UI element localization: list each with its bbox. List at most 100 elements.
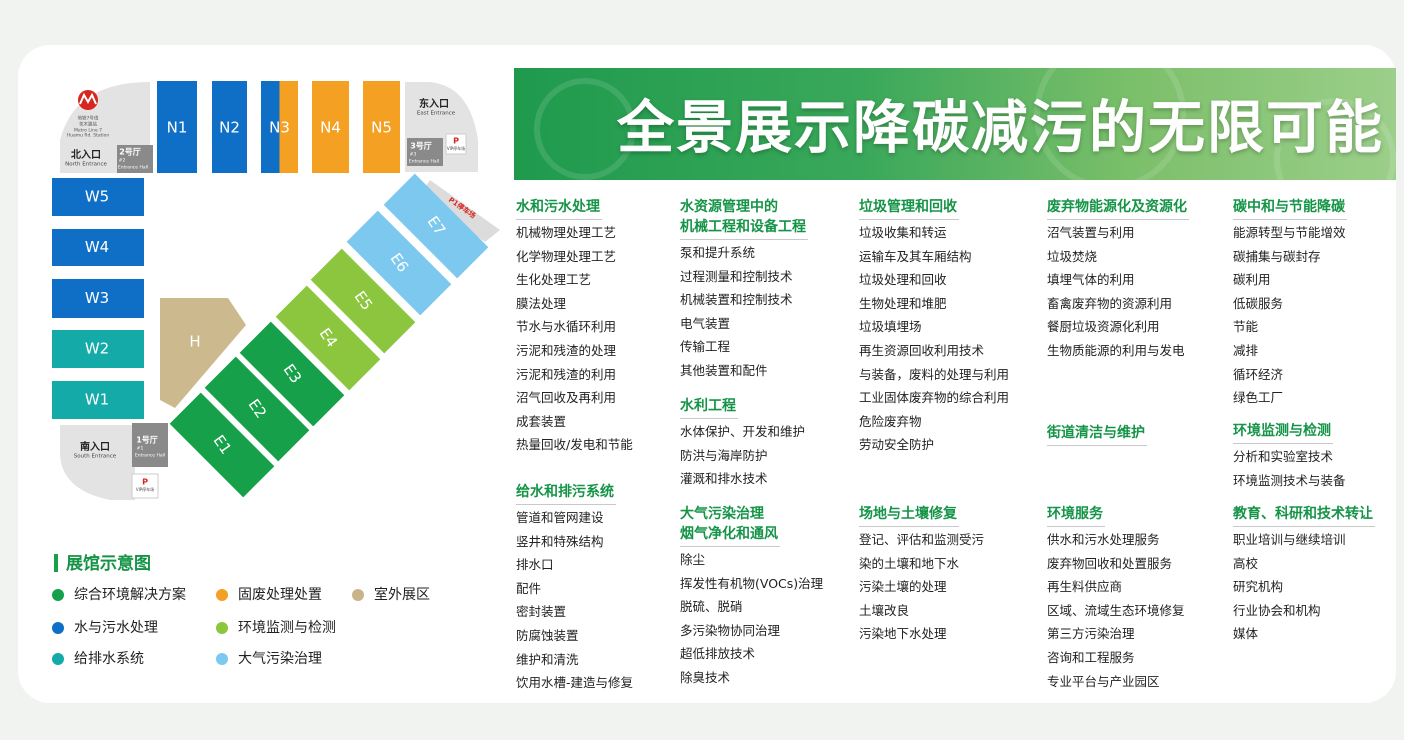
- category-item: 碳利用: [1233, 272, 1271, 288]
- map-label: N1: [167, 119, 188, 137]
- map-label: H: [189, 333, 200, 351]
- category-item: 灌溉和排水技术: [680, 471, 768, 487]
- legend-dot: [352, 589, 364, 601]
- legend-dot: [52, 653, 64, 665]
- category-item: 沼气装置与利用: [1047, 225, 1135, 240]
- category-item: 绿色工厂: [1233, 390, 1284, 406]
- category-item: 低碳服务: [1233, 295, 1284, 311]
- hall: E2: [204, 356, 310, 462]
- category-item: 垃圾收集和转运: [859, 225, 947, 240]
- map-label: North Entrance: [65, 162, 107, 168]
- category-item: 传输工程: [680, 339, 731, 355]
- category-item: 咨询和工程服务: [1047, 650, 1135, 665]
- section-rule: [1233, 219, 1347, 220]
- category-item: 循环经济: [1233, 366, 1284, 382]
- map-label: #2: [119, 158, 126, 164]
- map-label: W5: [85, 188, 109, 206]
- map-label: 1号厅: [136, 436, 158, 445]
- category-item: 其他装置和配件: [680, 363, 768, 378]
- map-label: South Entrance: [74, 454, 117, 460]
- hall: [312, 81, 349, 173]
- map-label: 3号厅: [410, 142, 432, 151]
- category-item: 劳动安全防护: [859, 437, 935, 453]
- category-item: 饮用水槽-建造与修复: [516, 675, 634, 691]
- section-title: 大气污染治理: [680, 506, 764, 522]
- hall-body: [346, 210, 452, 316]
- hall-body: [310, 248, 416, 354]
- category-item: 生物质能源的利用与发电: [1047, 343, 1185, 358]
- section-rule: [516, 504, 616, 505]
- section-title: 机械工程和设备工程: [680, 219, 806, 235]
- hall: [52, 229, 144, 266]
- map-label: W3: [85, 289, 109, 307]
- entrance-hall: [132, 423, 168, 467]
- legend-dot: [52, 622, 64, 634]
- section-title: 教育、科研和技术转让: [1233, 506, 1373, 522]
- section-title: 垃圾管理和回收: [859, 199, 957, 215]
- category-item: 脱硫、脱硝: [680, 599, 743, 615]
- category-item: 挥发性有机物(VOCs)治理: [680, 575, 824, 591]
- category-item: 污染地下水处理: [859, 626, 947, 642]
- category-item: 泵和提升系统: [680, 245, 756, 260]
- category-item: 高校: [1233, 555, 1259, 571]
- hall-body: [275, 285, 381, 391]
- category-item: 专业平台与产业园区: [1047, 673, 1160, 689]
- section-rule: [516, 219, 602, 220]
- section-title: 水资源管理中的: [680, 199, 778, 215]
- category-item: 废弃物回收和处置服务: [1047, 555, 1173, 571]
- category-item: 危险废弃物: [859, 413, 922, 429]
- section-title: 环境服务: [1047, 506, 1103, 522]
- section-rule: [1047, 219, 1189, 220]
- hall: [52, 330, 144, 368]
- parking: [420, 180, 500, 242]
- map-label: Metro Line 7: [74, 128, 102, 134]
- map-label: VIP停车场: [447, 145, 465, 151]
- category-item: 生物处理和堆肥: [859, 295, 947, 311]
- section-rule: [859, 526, 959, 527]
- category-item: 与装备，废料的处理与利用: [859, 366, 1010, 382]
- section-rule: [680, 418, 738, 419]
- category-item: 膜法处理: [516, 295, 567, 311]
- category-item: 配件: [516, 580, 542, 596]
- hall: E4: [275, 285, 381, 391]
- hall: [52, 178, 144, 216]
- map-label: Entrance Hall: [135, 453, 165, 459]
- category-item: 运输车及其车厢结构: [859, 248, 972, 264]
- map-label: P: [453, 137, 459, 146]
- category-item: 减排: [1233, 343, 1259, 358]
- section-title: 烟气净化和通风: [680, 526, 778, 542]
- legend-label: 水与污水处理: [74, 620, 158, 636]
- legend-label: 环境监测与检测: [238, 620, 336, 636]
- map-label: East Entrance: [417, 111, 456, 117]
- hall: E1: [169, 392, 275, 498]
- category-item: 机械装置和控制技术: [680, 292, 793, 308]
- category-item: 热量回收/发电和节能: [516, 437, 633, 453]
- section-rule: [1233, 443, 1333, 444]
- category-item: 职业培训与继续培训: [1233, 532, 1346, 547]
- category-item: 密封装置: [516, 604, 567, 620]
- section-title: 环境监测与检测: [1233, 423, 1331, 439]
- section-title: 碳中和与节能降碳: [1233, 199, 1345, 215]
- section-rule: [680, 546, 780, 547]
- hall: [212, 81, 247, 173]
- category-item: 媒体: [1233, 626, 1259, 642]
- category-item: 再生料供应商: [1047, 579, 1123, 595]
- hall-body: [169, 392, 275, 498]
- legend-label: 固废处理处置: [238, 587, 322, 603]
- banner-title: 全景展示降碳减污的无限可能: [617, 95, 1384, 161]
- map-label: N3: [269, 119, 290, 137]
- legend-label: 大气污染治理: [238, 651, 322, 667]
- map-label: 2号厅: [119, 148, 141, 157]
- category-item: 再生资源回收利用技术: [859, 343, 985, 358]
- legend-title: 展馆示意图: [66, 553, 151, 574]
- plaza: [60, 425, 135, 500]
- hall-body: [239, 321, 345, 427]
- category-item: 登记、评估和监测受污: [859, 532, 985, 547]
- map-label: 北入口: [71, 148, 101, 161]
- legend-dot: [216, 589, 228, 601]
- category-item: 多污染物协同治理: [680, 622, 781, 638]
- entrance-hall: [407, 138, 443, 166]
- category-item: 污泥和残渣的处理: [516, 343, 617, 358]
- map-label: W4: [85, 238, 109, 256]
